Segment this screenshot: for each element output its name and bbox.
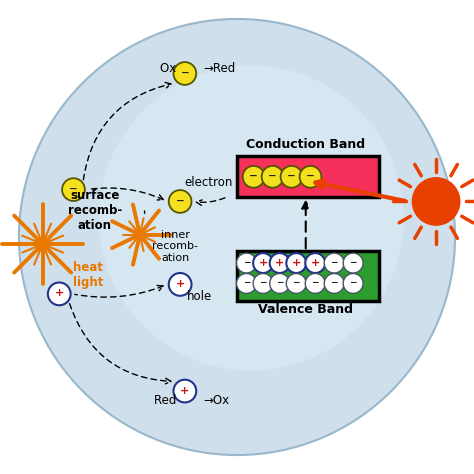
Text: −: −	[259, 279, 267, 287]
Circle shape	[324, 253, 344, 273]
Text: −: −	[292, 279, 300, 287]
Text: +: +	[258, 257, 268, 268]
Text: −: −	[181, 68, 189, 78]
Text: Conduction Band: Conduction Band	[246, 138, 365, 151]
Circle shape	[270, 253, 290, 273]
Text: −: −	[243, 258, 250, 267]
Circle shape	[305, 273, 325, 293]
Text: −: −	[330, 258, 338, 267]
Bar	[237, 156, 379, 197]
Text: electron: electron	[184, 176, 233, 189]
Circle shape	[253, 253, 273, 273]
Circle shape	[253, 273, 273, 293]
Circle shape	[286, 253, 306, 273]
Bar	[237, 251, 379, 301]
Text: −: −	[349, 258, 357, 267]
Circle shape	[136, 231, 144, 238]
Text: −: −	[276, 279, 283, 287]
Text: Ox: Ox	[160, 62, 180, 75]
Text: +: +	[275, 257, 284, 268]
Circle shape	[243, 166, 264, 188]
Circle shape	[169, 273, 191, 296]
Text: +: +	[180, 385, 190, 396]
Text: →Ox: →Ox	[204, 394, 230, 407]
Circle shape	[286, 273, 306, 293]
Text: −: −	[311, 279, 319, 287]
Text: −: −	[69, 184, 78, 194]
Text: −: −	[287, 171, 296, 182]
Circle shape	[305, 253, 325, 273]
Circle shape	[237, 253, 256, 273]
Circle shape	[169, 190, 191, 213]
Circle shape	[270, 273, 290, 293]
Text: −: −	[330, 279, 338, 287]
Circle shape	[324, 273, 344, 293]
Text: +: +	[55, 288, 64, 299]
Circle shape	[300, 166, 321, 188]
Circle shape	[262, 166, 283, 188]
Text: −: −	[243, 279, 250, 287]
Text: Red: Red	[154, 394, 180, 407]
Text: hole: hole	[186, 290, 212, 303]
Text: −: −	[306, 171, 315, 182]
Text: −: −	[349, 279, 357, 287]
Text: −: −	[176, 196, 184, 206]
Circle shape	[343, 273, 363, 293]
Text: −: −	[249, 171, 258, 182]
Circle shape	[173, 62, 196, 85]
Text: +: +	[175, 279, 185, 289]
Circle shape	[48, 283, 71, 305]
Text: +: +	[310, 257, 320, 268]
Text: −: −	[268, 171, 277, 182]
Text: Valence Band: Valence Band	[258, 302, 353, 316]
Circle shape	[62, 178, 85, 201]
Circle shape	[281, 166, 302, 188]
Text: +: +	[292, 257, 301, 268]
Circle shape	[19, 19, 455, 455]
Circle shape	[412, 178, 460, 225]
Circle shape	[237, 273, 256, 293]
Text: surface
recomb-
ation: surface recomb- ation	[68, 190, 122, 232]
Text: heat
light: heat light	[73, 261, 103, 289]
Circle shape	[37, 239, 48, 249]
Circle shape	[99, 65, 404, 371]
Circle shape	[173, 380, 196, 402]
Circle shape	[343, 253, 363, 273]
Text: inner
recomb-
ation: inner recomb- ation	[152, 230, 199, 263]
Text: →Red: →Red	[204, 62, 236, 75]
